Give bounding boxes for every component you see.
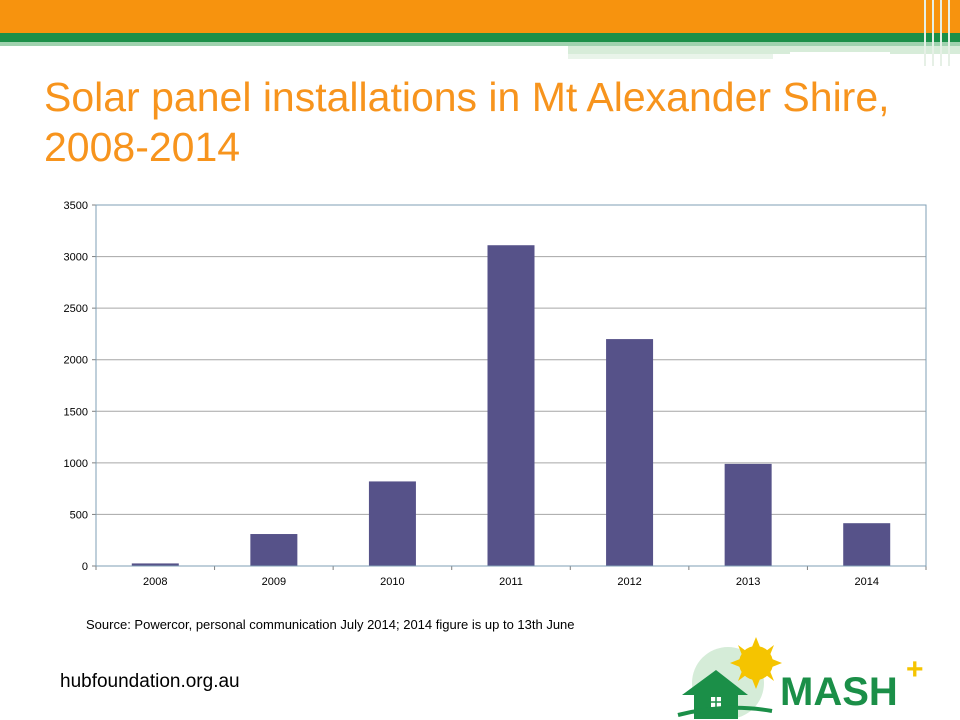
y-tick-label: 3000 [64, 252, 88, 264]
y-tick-label: 0 [82, 561, 88, 573]
bar-2013 [724, 463, 772, 566]
bar-2012 [606, 339, 654, 566]
y-tick-label: 2000 [64, 355, 88, 367]
x-tick-label: 2011 [499, 576, 523, 588]
header-band-green-light [0, 42, 960, 46]
sun-icon [730, 637, 782, 689]
x-tick-label: 2013 [736, 576, 760, 588]
bar-2011 [487, 245, 535, 566]
y-tick-label: 500 [70, 509, 88, 521]
bar-chart: 0 500 1000 1500 2000 2500 3000 3500 2008 2009 201… [64, 200, 927, 588]
bar-2014 [843, 523, 891, 566]
header-band-green [0, 33, 960, 42]
mash-logo: MASH + [677, 637, 924, 719]
header-band-pale [568, 46, 960, 54]
y-tick-label: 3500 [64, 200, 88, 212]
x-tick-label: 2008 [143, 576, 167, 588]
website-url: hubfoundation.org.au [60, 671, 240, 692]
y-tick-label: 2500 [64, 303, 88, 315]
logo-text: MASH [780, 670, 898, 714]
header-band-pale-short [568, 54, 773, 59]
header-accent-line [790, 52, 890, 54]
plot-frame [95, 204, 927, 567]
header-band-orange [0, 0, 960, 33]
x-tick-label: 2009 [262, 576, 286, 588]
bar-2010 [368, 481, 416, 566]
slide-title: Solar panel installations in Mt Alexande… [44, 74, 890, 170]
y-tick-label: 1000 [64, 458, 88, 470]
x-tick-label: 2012 [617, 576, 641, 588]
logo-plus: + [906, 653, 924, 686]
house-icon [677, 670, 773, 719]
bar-2008 [131, 563, 179, 566]
source-note: Source: Powercor, personal communication… [86, 617, 575, 632]
x-tick-label: 2014 [854, 576, 878, 588]
x-tick-label: 2010 [380, 576, 404, 588]
header-stripes [920, 0, 960, 66]
y-tick-label: 1500 [64, 406, 88, 418]
bar-2009 [250, 534, 298, 566]
